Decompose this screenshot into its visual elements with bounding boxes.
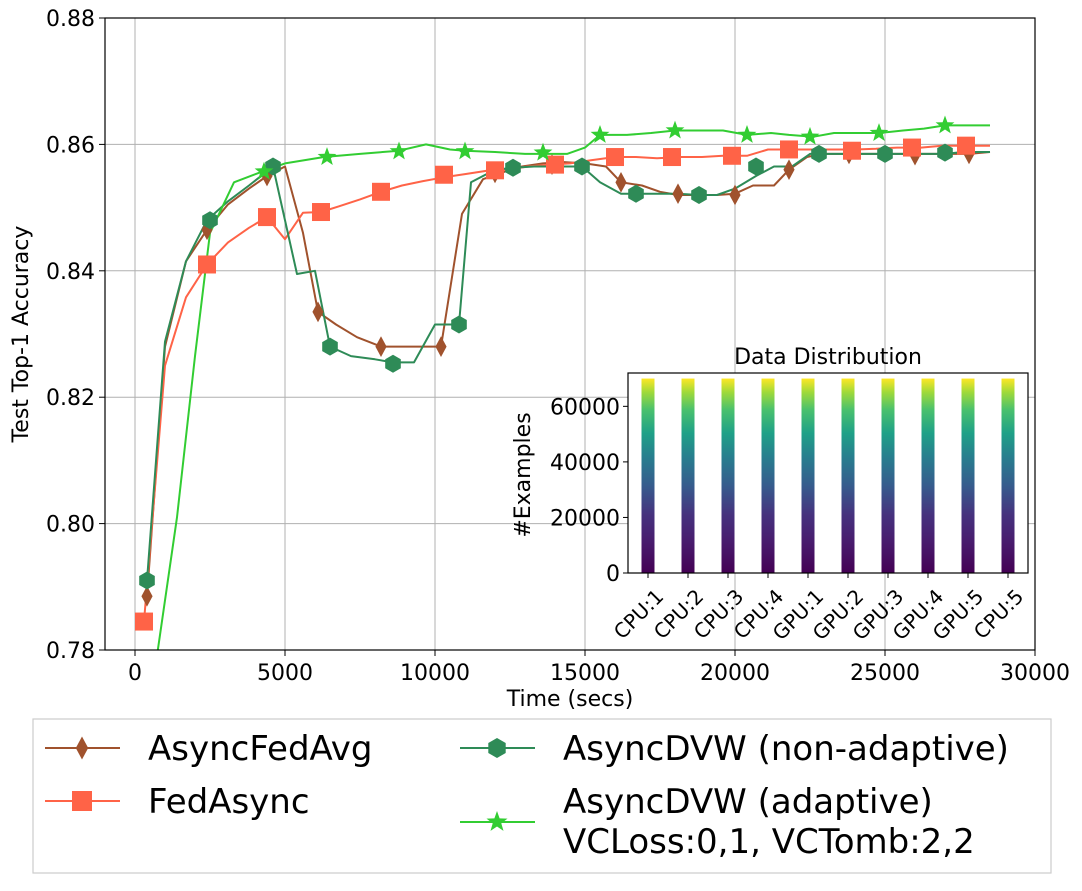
data-point-asyncdvw-non-adaptive bbox=[877, 144, 893, 163]
y-tick-label: 0.88 bbox=[46, 7, 95, 32]
data-point-asyncdvw-non-adaptive bbox=[451, 315, 467, 334]
data-point-fedasync bbox=[312, 203, 330, 222]
data-point-asyncdvw-adaptive bbox=[737, 125, 757, 143]
data-point-asyncdvw-non-adaptive bbox=[748, 157, 764, 176]
inset-title: Data Distribution bbox=[734, 345, 922, 370]
inset-y-tick-label: 0 bbox=[606, 562, 620, 587]
x-tick-label: 15000 bbox=[550, 661, 620, 686]
legend-marker-asyncfedavg bbox=[75, 736, 89, 760]
bar-cpu-2 bbox=[681, 378, 695, 573]
data-point-fedasync bbox=[372, 182, 390, 201]
data-point-asyncdvw-adaptive bbox=[935, 115, 955, 134]
data-point-asyncdvw-adaptive bbox=[533, 142, 553, 161]
inset-bars-group bbox=[641, 378, 1015, 573]
legend-label-asyncfedavg: AsyncFedAvg bbox=[148, 729, 373, 769]
data-point-fedasync bbox=[663, 148, 681, 167]
bar-cpu-1 bbox=[641, 378, 655, 573]
inset-background bbox=[628, 373, 1028, 573]
legend-label-asyncdvw-adaptive: AsyncDVW (adaptive) VCLoss:0,1, VCTomb:2,… bbox=[563, 782, 975, 862]
legend-label-fedasync: FedAsync bbox=[148, 782, 310, 822]
x-tick-label: 0 bbox=[128, 661, 142, 686]
legend: AsyncFedAvg FedAsync AsyncDVW (non-adaptiv… bbox=[32, 718, 1052, 874]
data-point-asyncdvw-non-adaptive bbox=[322, 337, 338, 356]
legend-label-asyncdvw-non-adaptive: AsyncDVW (non-adaptive) bbox=[563, 729, 1009, 769]
data-point-fedasync bbox=[435, 165, 453, 184]
data-point-asyncdvw-adaptive bbox=[389, 141, 409, 160]
bar-gpu-3 bbox=[881, 378, 895, 573]
x-tick-label: 10000 bbox=[400, 661, 470, 686]
data-point-asyncdvw-non-adaptive bbox=[628, 184, 644, 203]
bar-cpu-5 bbox=[1001, 378, 1015, 573]
bar-cpu-3 bbox=[721, 378, 735, 573]
data-point-asyncdvw-non-adaptive bbox=[139, 571, 155, 590]
data-point-asyncdvw-non-adaptive bbox=[691, 186, 707, 204]
data-point-fedasync bbox=[135, 612, 153, 631]
data-point-fedasync bbox=[258, 208, 276, 227]
inset-frame bbox=[627, 372, 1029, 574]
y-tick-label: 0.84 bbox=[46, 260, 95, 285]
data-point-asyncdvw-non-adaptive bbox=[202, 211, 218, 230]
bar-gpu-4 bbox=[921, 378, 935, 573]
x-tick-label: 5000 bbox=[257, 661, 313, 686]
data-point-asyncfedavg bbox=[201, 219, 213, 241]
data-point-fedasync bbox=[780, 140, 798, 159]
data-point-asyncdvw-non-adaptive bbox=[574, 157, 590, 176]
legend-marker-fedasync bbox=[72, 791, 92, 811]
y-tick-label: 0.78 bbox=[46, 639, 95, 664]
data-point-fedasync bbox=[546, 155, 564, 174]
data-point-fedasync bbox=[903, 138, 921, 157]
x-tick-label: 25000 bbox=[850, 661, 920, 686]
data-point-fedasync bbox=[486, 161, 504, 180]
data-point-asyncfedavg bbox=[615, 171, 627, 193]
bar-gpu-2 bbox=[841, 378, 855, 573]
data-point-asyncfedavg bbox=[312, 301, 324, 323]
data-point-asyncdvw-adaptive bbox=[317, 147, 337, 165]
inset-chart: CPU:1CPU:2CPU:3CPU:4GPU:1GPU:2GPU:3GPU:4… bbox=[511, 345, 1029, 645]
data-point-asyncdvw-adaptive bbox=[665, 120, 685, 139]
x-tick-label: 20000 bbox=[700, 661, 770, 686]
data-point-fedasync bbox=[723, 146, 741, 165]
data-point-asyncdvw-adaptive bbox=[590, 125, 610, 143]
data-point-asyncdvw-non-adaptive bbox=[385, 354, 401, 373]
inset-y-tick-label: 20000 bbox=[550, 506, 620, 531]
main-axis-ticks: 0 5000 10000 15000 20000 25000 30000 0.78 0.80 0.… bbox=[46, 7, 1070, 686]
y-tick-label: 0.82 bbox=[46, 386, 95, 411]
inset-y-tick-label: 40000 bbox=[550, 451, 620, 476]
y-axis-label: Test Top-1 Accuracy bbox=[9, 226, 34, 444]
data-point-asyncfedavg bbox=[729, 184, 741, 206]
data-point-fedasync bbox=[606, 148, 624, 167]
series-line-asyncdvw-adaptive bbox=[156, 124, 990, 650]
data-point-asyncdvw-adaptive bbox=[869, 123, 889, 141]
data-point-fedasync bbox=[843, 141, 861, 160]
legend-marker-asyncdvw-non-adaptive bbox=[488, 738, 506, 758]
data-point-asyncdvw-adaptive bbox=[254, 161, 274, 180]
data-point-fedasync bbox=[198, 255, 216, 274]
data-point-asyncdvw-non-adaptive bbox=[811, 144, 827, 163]
bar-cpu-4 bbox=[761, 378, 775, 573]
data-point-asyncdvw-adaptive bbox=[455, 141, 475, 160]
data-point-asyncdvw-non-adaptive bbox=[937, 143, 953, 162]
y-tick-label: 0.80 bbox=[46, 513, 95, 538]
data-point-asyncdvw-adaptive bbox=[800, 126, 820, 145]
data-point-asyncfedavg bbox=[141, 585, 153, 607]
bar-gpu-1 bbox=[801, 378, 815, 573]
inset-y-tick-label: 60000 bbox=[550, 395, 620, 420]
x-axis-label: Time (secs) bbox=[506, 687, 634, 712]
data-point-asyncfedavg bbox=[435, 336, 447, 357]
main-markers-group bbox=[135, 115, 975, 631]
legend-box bbox=[32, 718, 1052, 874]
data-point-asyncfedavg bbox=[783, 159, 795, 181]
x-tick-label: 30000 bbox=[1000, 661, 1070, 686]
y-tick-label: 0.86 bbox=[46, 133, 95, 158]
data-point-asyncfedavg bbox=[375, 336, 387, 357]
inset-y-axis-label: #Examples bbox=[511, 412, 536, 537]
main-plot-frame bbox=[104, 17, 1036, 651]
data-point-asyncfedavg bbox=[672, 183, 684, 205]
legend-marker-asyncdvw-adaptive bbox=[486, 811, 508, 831]
bar-gpu-5 bbox=[961, 378, 975, 573]
data-point-asyncdvw-non-adaptive bbox=[505, 158, 521, 177]
data-point-fedasync bbox=[957, 136, 975, 155]
